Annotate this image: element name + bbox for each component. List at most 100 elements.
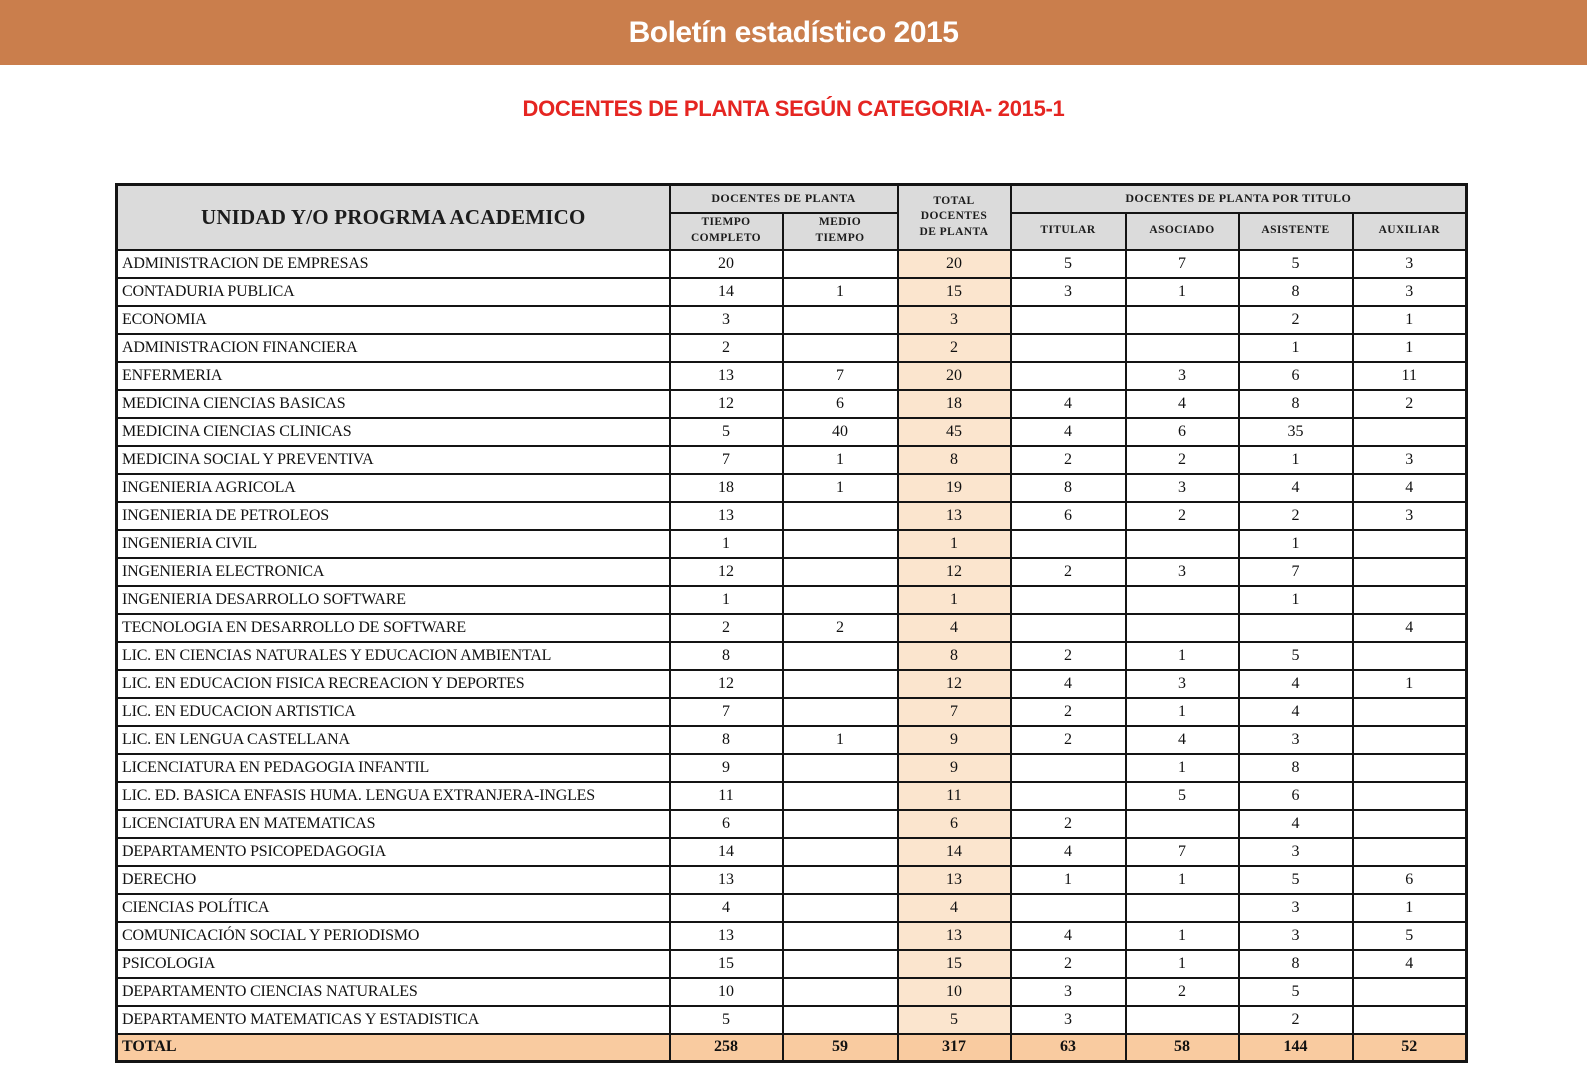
value-cell: 7: [668, 444, 784, 475]
value-cell: 10: [668, 976, 784, 1007]
program-name-cell: ADMINISTRACION DE EMPRESAS: [115, 248, 671, 279]
value-cell: 5: [668, 416, 784, 447]
table-row: ADMINISTRACION DE EMPRESAS 20 20 5 7 5 3: [115, 248, 1468, 279]
value-cell: 4: [1237, 668, 1354, 699]
value-cell: 4: [896, 612, 1012, 643]
value-cell: 7: [781, 360, 899, 391]
value-cell: 20: [668, 248, 784, 279]
value-cell: 5: [1237, 976, 1354, 1007]
value-cell: 8: [1009, 472, 1127, 503]
table-row: INGENIERIA ELECTRONICA 12 12 2 3 7: [115, 556, 1468, 587]
value-cell: 14: [668, 836, 784, 867]
value-cell: 4: [896, 892, 1012, 923]
value-cell: [1351, 556, 1468, 587]
value-cell: 1: [668, 528, 784, 559]
total-asistente: 144: [1237, 1032, 1354, 1063]
value-cell: 13: [668, 500, 784, 531]
value-cell: 12: [896, 556, 1012, 587]
value-cell: 5: [1237, 640, 1354, 671]
value-cell: [781, 248, 899, 279]
value-cell: [781, 1004, 899, 1035]
value-cell: 4: [668, 892, 784, 923]
value-cell: [1351, 808, 1468, 839]
header-asociado: ASOCIADO: [1124, 211, 1240, 251]
value-cell: [1351, 976, 1468, 1007]
value-cell: 2: [1009, 556, 1127, 587]
value-cell: [781, 892, 899, 923]
value-cell: [1351, 780, 1468, 811]
program-name-cell: ENFERMERIA: [115, 360, 671, 391]
value-cell: [781, 640, 899, 671]
value-cell: 1: [1351, 892, 1468, 923]
table-row: DEPARTAMENTO PSICOPEDAGOGIA 14 14 4 7 3: [115, 836, 1468, 867]
value-cell: 1: [1351, 332, 1468, 363]
value-cell: 13: [668, 360, 784, 391]
program-name-cell: PSICOLOGIA: [115, 948, 671, 979]
value-cell: 3: [1009, 1004, 1127, 1035]
value-cell: 1: [1124, 752, 1240, 783]
value-cell: 1: [1351, 668, 1468, 699]
value-cell: 6: [896, 808, 1012, 839]
table-row: LIC. EN EDUCACION FISICA RECREACION Y DE…: [115, 668, 1468, 699]
value-cell: 3: [1237, 920, 1354, 951]
value-cell: [1009, 304, 1127, 335]
value-cell: 2: [1009, 948, 1127, 979]
value-cell: 5: [1124, 780, 1240, 811]
value-cell: 5: [1351, 920, 1468, 951]
value-cell: 3: [1124, 668, 1240, 699]
value-cell: [781, 864, 899, 895]
value-cell: 1: [781, 724, 899, 755]
value-cell: 7: [1124, 836, 1240, 867]
value-cell: 2: [1237, 1004, 1354, 1035]
value-cell: 4: [1124, 724, 1240, 755]
total-titular: 63: [1009, 1032, 1127, 1063]
value-cell: 9: [668, 752, 784, 783]
table-row: LICENCIATURA EN MATEMATICAS 6 6 2 4: [115, 808, 1468, 839]
value-cell: [1351, 1004, 1468, 1035]
program-name-cell: INGENIERIA DESARROLLO SOFTWARE: [115, 584, 671, 615]
value-cell: [1124, 304, 1240, 335]
value-cell: 15: [668, 948, 784, 979]
total-tiempo-completo: 258: [668, 1032, 784, 1063]
value-cell: 1: [1124, 276, 1240, 307]
value-cell: 5: [1009, 248, 1127, 279]
value-cell: 20: [896, 248, 1012, 279]
value-cell: 8: [1237, 388, 1354, 419]
value-cell: 12: [668, 556, 784, 587]
value-cell: 14: [896, 836, 1012, 867]
value-cell: [1124, 808, 1240, 839]
table-row: INGENIERIA DE PETROLEOS 13 13 6 2 2 3: [115, 500, 1468, 531]
value-cell: [781, 948, 899, 979]
program-name-cell: LIC. EN EDUCACION ARTISTICA: [115, 696, 671, 727]
value-cell: 8: [1237, 752, 1354, 783]
value-cell: 1: [781, 444, 899, 475]
value-cell: 1: [896, 528, 1012, 559]
program-name-cell: LICENCIATURA EN MATEMATICAS: [115, 808, 671, 839]
table-row: INGENIERIA AGRICOLA 18 1 19 8 3 4 4: [115, 472, 1468, 503]
value-cell: [1009, 528, 1127, 559]
program-name-cell: LIC. EN EDUCACION FISICA RECREACION Y DE…: [115, 668, 671, 699]
table-row: MEDICINA CIENCIAS CLINICAS 5 40 45 4 6 3…: [115, 416, 1468, 447]
total-asociado: 58: [1124, 1032, 1240, 1063]
value-cell: [1009, 360, 1127, 391]
value-cell: [1124, 892, 1240, 923]
value-cell: 4: [1351, 948, 1468, 979]
value-cell: 12: [896, 668, 1012, 699]
value-cell: 3: [1124, 360, 1240, 391]
value-cell: 1: [1237, 528, 1354, 559]
header-asistente: ASISTENTE: [1237, 211, 1354, 251]
value-cell: 1: [668, 584, 784, 615]
table-row: INGENIERIA CIVIL 1 1 1: [115, 528, 1468, 559]
banner: Boletín estadístico 2015: [0, 0, 1587, 65]
value-cell: 1: [1124, 696, 1240, 727]
value-cell: 4: [1009, 388, 1127, 419]
value-cell: [1351, 724, 1468, 755]
value-cell: [781, 528, 899, 559]
value-cell: 4: [1009, 836, 1127, 867]
value-cell: [1351, 836, 1468, 867]
value-cell: [781, 836, 899, 867]
value-cell: [1009, 332, 1127, 363]
total-docentes-planta: 317: [896, 1032, 1012, 1063]
value-cell: [781, 584, 899, 615]
value-cell: [781, 332, 899, 363]
